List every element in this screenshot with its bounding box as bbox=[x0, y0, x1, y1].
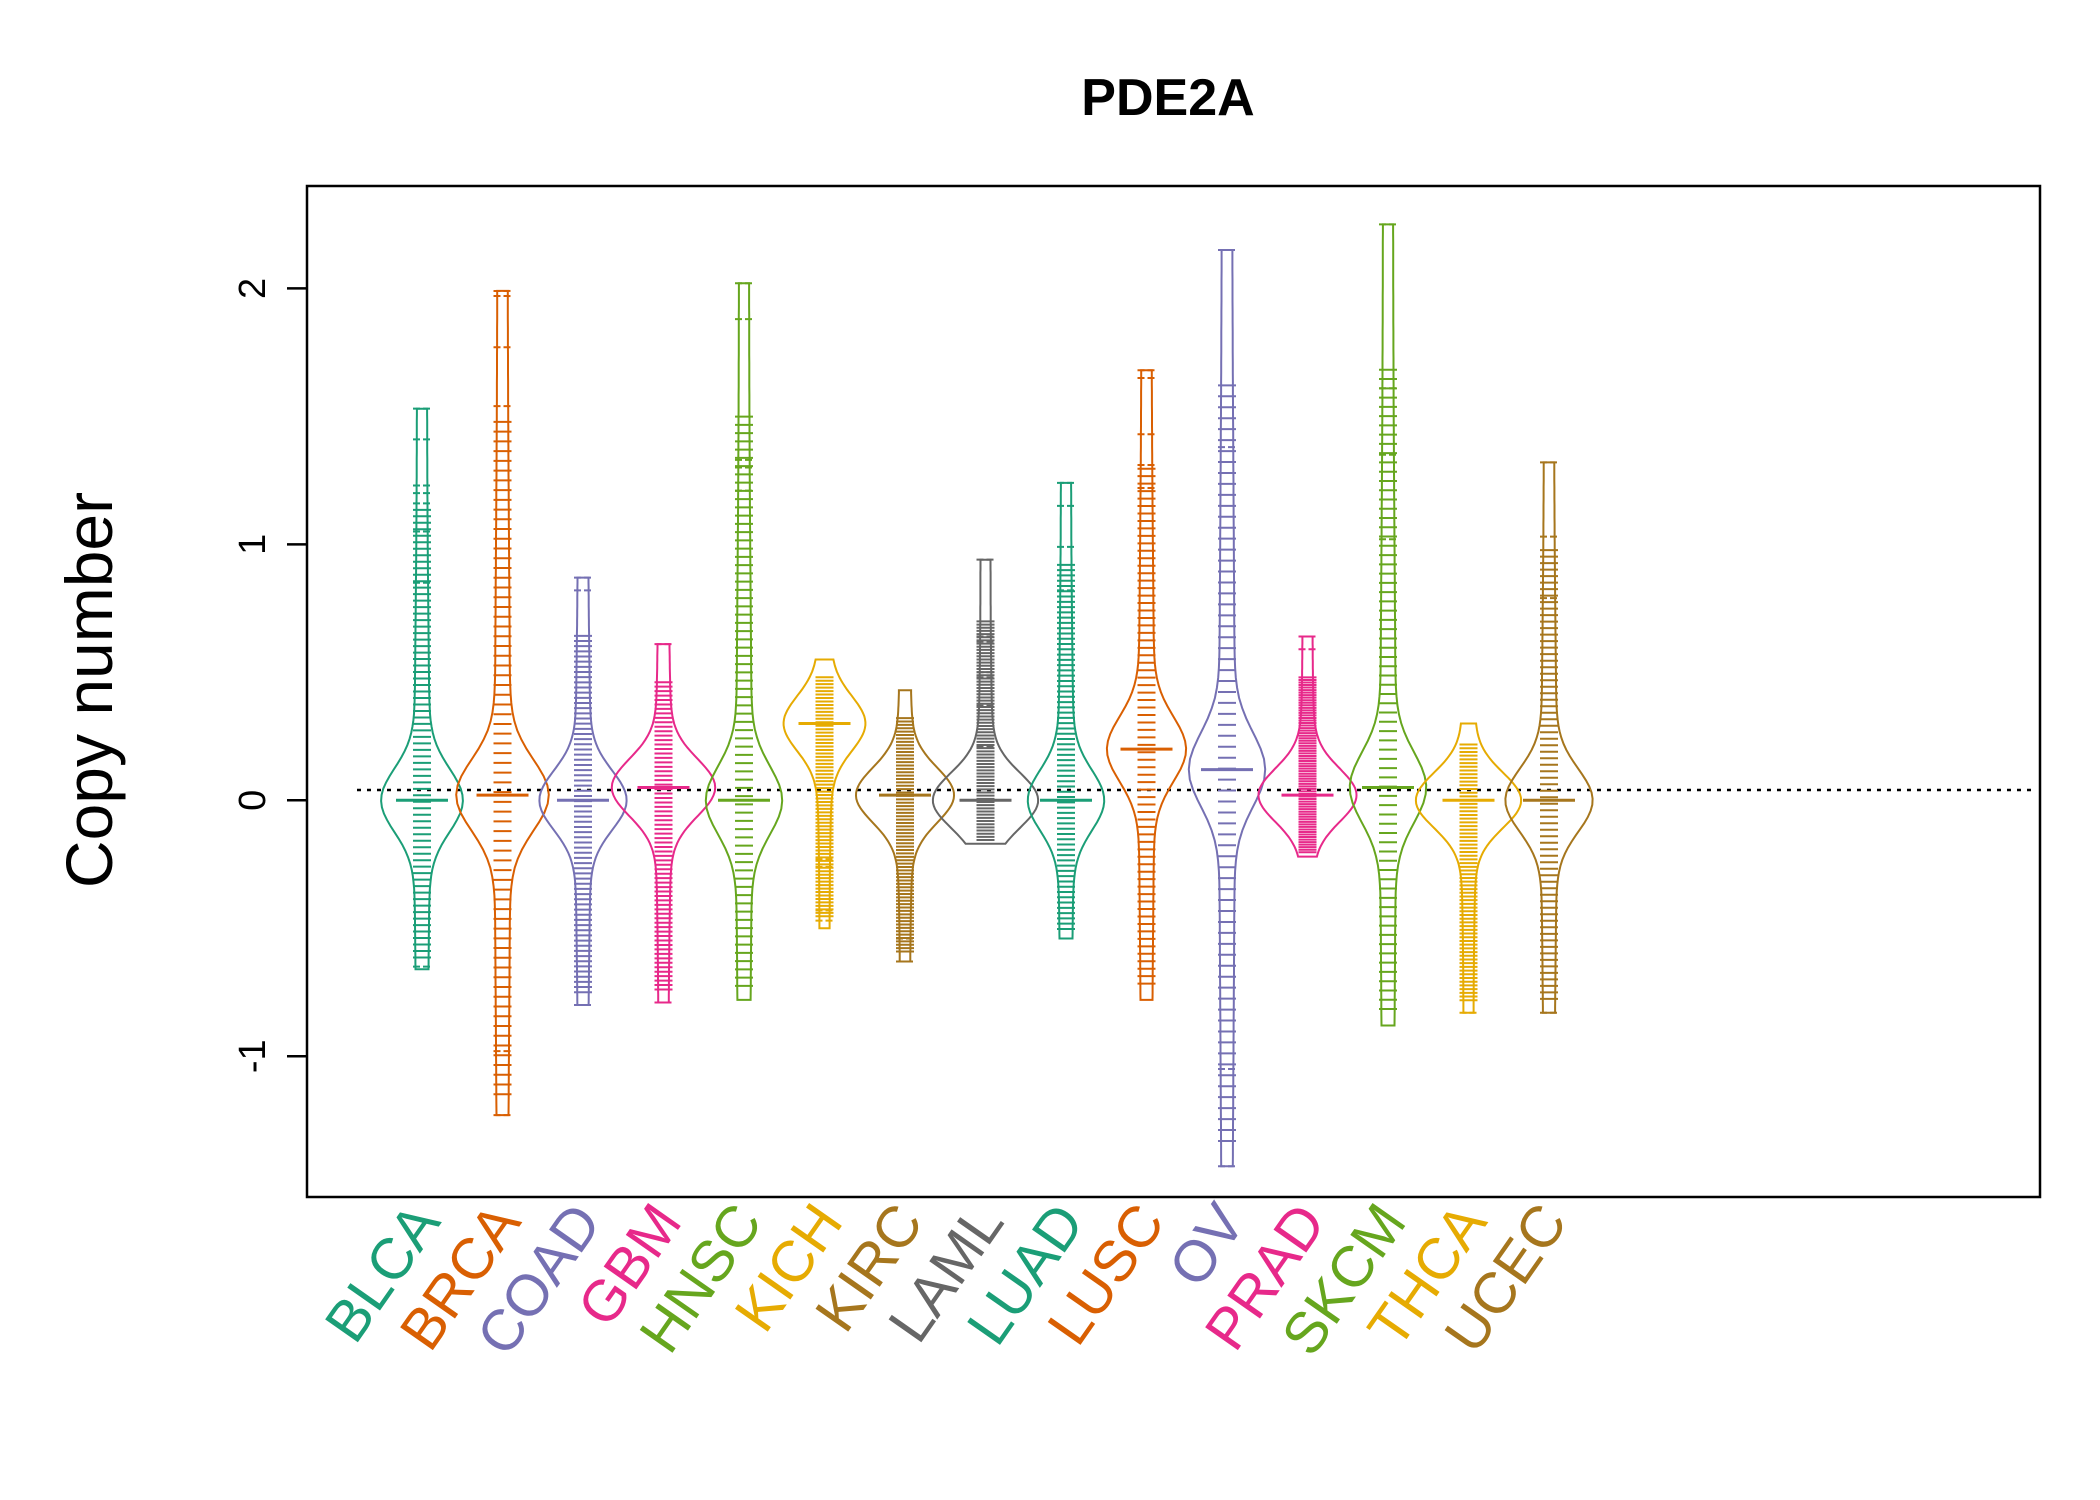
x-axis: BLCABRCACOADGBMHNSCKICHKIRCLAMLLUADLUSCO… bbox=[312, 1192, 1579, 1367]
bean-density-skcm bbox=[1348, 223, 1428, 1027]
y-tick-label: -1 bbox=[232, 1039, 274, 1073]
bean-kich bbox=[782, 658, 867, 930]
bean-kirc bbox=[854, 689, 956, 963]
bean-gbm bbox=[610, 643, 717, 1004]
bean-ucec bbox=[1504, 461, 1594, 1014]
bean-luad bbox=[1026, 481, 1106, 940]
bean-blca bbox=[380, 407, 464, 971]
y-tick-label: 0 bbox=[232, 790, 274, 811]
bean-coad bbox=[538, 576, 628, 1007]
y-axis: -1 0 1 2 bbox=[232, 278, 307, 1073]
bean-density-ucec bbox=[1504, 461, 1594, 1014]
y-tick-label: 1 bbox=[232, 534, 274, 555]
y-tick-label: 2 bbox=[232, 278, 274, 299]
bean-skcm bbox=[1348, 223, 1428, 1027]
bean-laml bbox=[931, 558, 1040, 845]
bean-ov bbox=[1187, 248, 1267, 1168]
bean-prad bbox=[1257, 635, 1358, 858]
bean-density-hnsc bbox=[704, 282, 784, 1001]
bean-brca bbox=[455, 289, 550, 1117]
plot-area bbox=[357, 223, 2036, 1168]
bean-thca bbox=[1414, 722, 1523, 1014]
bean-density-brca bbox=[455, 289, 550, 1117]
plot-frame bbox=[305, 184, 2042, 1199]
bean-hnsc bbox=[704, 282, 784, 1001]
bean-density-blca bbox=[380, 407, 464, 971]
bean-lusc bbox=[1105, 369, 1188, 1001]
y-axis-label: Copy number bbox=[52, 492, 126, 888]
chart-title: PDE2A bbox=[1081, 69, 1254, 127]
bean-density-ov bbox=[1187, 249, 1267, 1168]
